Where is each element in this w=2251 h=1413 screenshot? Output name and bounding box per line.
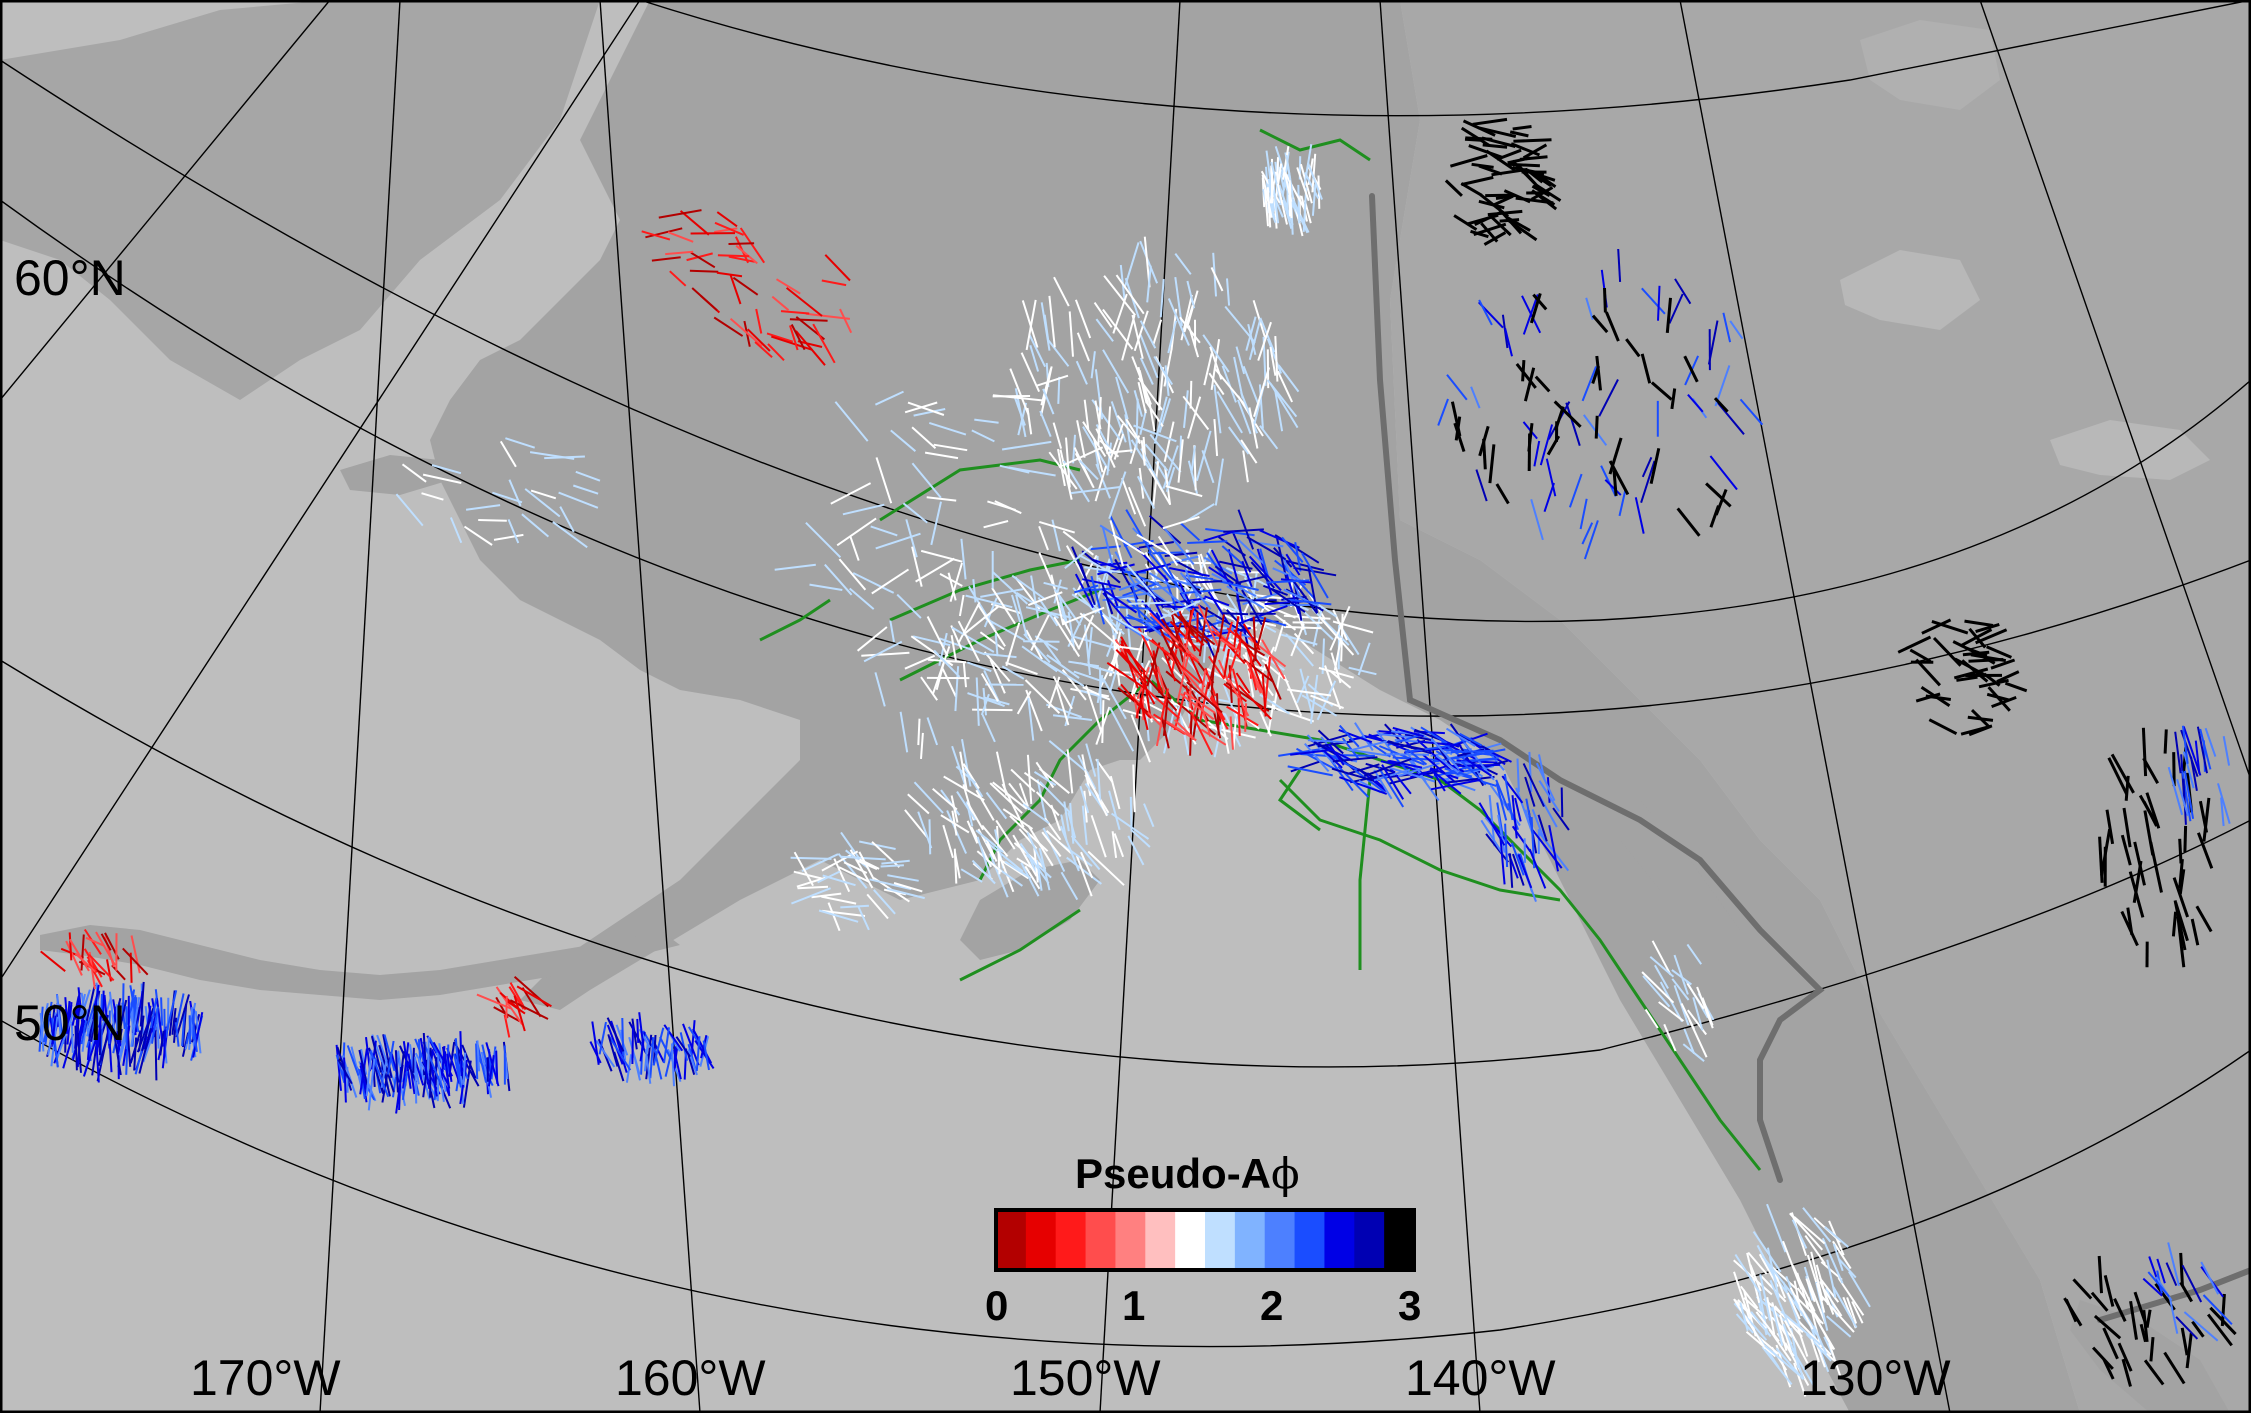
splitting-bar xyxy=(1596,416,1597,439)
splitting-bar xyxy=(1614,470,1616,496)
splitting-bar xyxy=(1342,755,1375,756)
splitting-bar xyxy=(1023,641,1059,642)
splitting-bar xyxy=(413,1048,414,1073)
splitting-bar xyxy=(637,1019,638,1043)
splitting-bar xyxy=(1136,399,1137,450)
lon-label-130w: 130°W xyxy=(1800,1350,1951,1406)
colorbar-swatch xyxy=(1145,1210,1175,1270)
splitting-bar xyxy=(190,1015,191,1044)
splitting-bar xyxy=(1223,613,1249,614)
splitting-bar xyxy=(478,520,507,521)
splitting-bar xyxy=(1484,439,1486,470)
splitting-bar xyxy=(415,1057,416,1104)
splitting-bar xyxy=(2180,839,2181,864)
splitting-bar xyxy=(2165,729,2166,753)
splitting-bar xyxy=(1058,377,1059,404)
splitting-bar xyxy=(918,719,919,745)
splitting-bar xyxy=(1523,360,1524,381)
splitting-bar xyxy=(1465,138,1492,139)
splitting-bar xyxy=(881,865,904,866)
splitting-bar xyxy=(1131,797,1132,832)
splitting-bar xyxy=(1100,667,1101,714)
splitting-bar xyxy=(1102,700,1103,743)
colorbar-swatch xyxy=(1384,1210,1414,1270)
splitting-bar xyxy=(718,255,749,256)
colorbar-swatch xyxy=(1235,1210,1265,1270)
splitting-bar xyxy=(1239,698,1240,736)
splitting-bar xyxy=(930,819,931,854)
splitting-bar xyxy=(2185,826,2186,852)
lon-label-170w: 170°W xyxy=(190,1350,341,1406)
splitting-bar xyxy=(1239,632,1240,658)
colorbar-swatch xyxy=(1324,1210,1354,1270)
colorbar-swatch xyxy=(1265,1210,1295,1270)
colorbar-swatch xyxy=(1205,1210,1235,1270)
splitting-bar xyxy=(164,1030,165,1059)
colorbar-tick-3: 3 xyxy=(1398,1282,1421,1329)
colorbar-swatch xyxy=(996,1210,1026,1270)
colorbar-tick-2: 2 xyxy=(1260,1282,1283,1329)
splitting-bar xyxy=(1518,759,1519,793)
colorbar-swatch xyxy=(1354,1210,1384,1270)
colorbar-swatch xyxy=(1295,1210,1325,1270)
colorbar-title-symbol: ϕ xyxy=(1271,1149,1300,1198)
splitting-bar xyxy=(1298,185,1299,224)
splitting-bar xyxy=(2181,1253,2183,1286)
splitting-bar xyxy=(2126,776,2128,801)
splitting-bar xyxy=(1513,140,1551,142)
splitting-bar xyxy=(1191,381,1192,409)
colorbar-swatch xyxy=(1115,1210,1145,1270)
lon-label-140w: 140°W xyxy=(1405,1350,1556,1406)
colorbar-tick-0: 0 xyxy=(985,1282,1008,1329)
splitting-bar xyxy=(460,1031,461,1076)
splitting-bar xyxy=(2174,752,2175,786)
splitting-bar xyxy=(155,1030,156,1081)
colorbar-title: Pseudo-Aϕ xyxy=(1075,1149,1300,1198)
colorbar-swatch xyxy=(1056,1210,1086,1270)
splitting-bar xyxy=(2151,1337,2153,1361)
colorbar-swatch xyxy=(1026,1210,1056,1270)
splitting-bar xyxy=(1289,195,1290,217)
splitting-bar xyxy=(632,1026,633,1064)
splitting-bar xyxy=(1605,288,1606,312)
splitting-bar xyxy=(1562,788,1563,818)
lon-label-150w: 150°W xyxy=(1010,1350,1161,1406)
colorbar-tick-1: 1 xyxy=(1122,1282,1145,1329)
splitting-bar xyxy=(1500,220,1520,222)
splitting-bar xyxy=(1245,703,1246,732)
splitting-bar xyxy=(690,271,718,272)
colorbar-swatch xyxy=(1086,1210,1116,1270)
colorbar-swatches xyxy=(996,1210,1415,1270)
splitting-bar xyxy=(430,1048,431,1098)
splitting-bar xyxy=(1509,164,1540,166)
splitting-bar xyxy=(1164,607,1201,608)
lat-label-50n: 50°N xyxy=(14,995,126,1051)
splitting-bar xyxy=(1128,603,1172,604)
colorbar-swatch xyxy=(1175,1210,1205,1270)
splitting-bar xyxy=(161,997,162,1025)
lon-label-160w: 160°W xyxy=(615,1350,766,1406)
lat-label-60n: 60°N xyxy=(14,250,126,306)
splitting-bar xyxy=(729,243,755,244)
splitting-bar xyxy=(506,996,507,1019)
colorbar-title-prefix: Pseudo-A xyxy=(1075,1150,1271,1197)
